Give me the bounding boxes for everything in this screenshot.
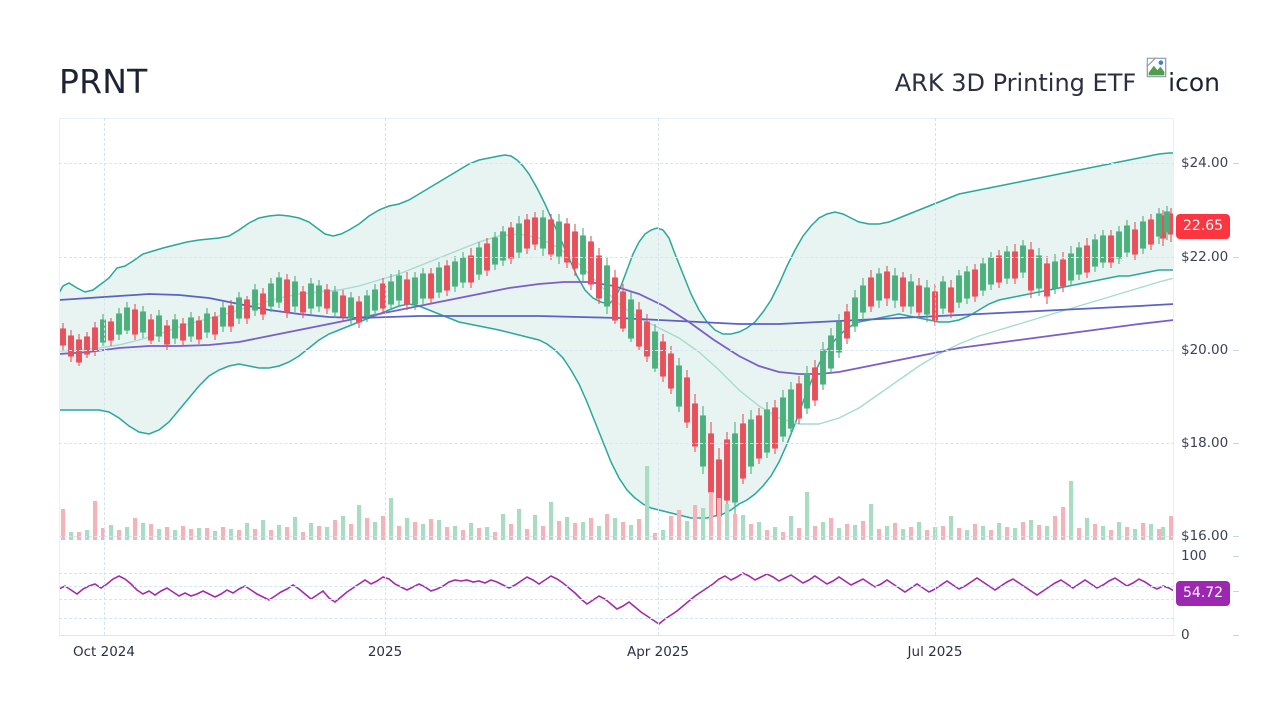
rsi-gridline bbox=[59, 618, 1174, 619]
date-axis-label: Apr 2025 bbox=[626, 644, 690, 660]
ticker-symbol: PRNT bbox=[59, 62, 148, 101]
chart-svg bbox=[59, 152, 1174, 625]
rsi-tick bbox=[1233, 556, 1239, 557]
price-axis-label: $20.00 bbox=[1181, 342, 1229, 358]
rsi-tick bbox=[1233, 635, 1239, 636]
current-rsi-badge[interactable]: 54.72 bbox=[1176, 581, 1231, 606]
plot-border bbox=[59, 118, 1174, 635]
rsi-axis-label: 100 bbox=[1181, 548, 1207, 564]
gridline-horizontal bbox=[59, 443, 1174, 444]
price-axis-label: $18.00 bbox=[1181, 435, 1229, 451]
fund-name: ARK 3D Printing ETF bbox=[894, 69, 1137, 97]
price-tick bbox=[1233, 350, 1239, 351]
volume-series bbox=[61, 466, 1174, 540]
price-axis-label: $22.00 bbox=[1181, 249, 1229, 265]
date-axis-label: 2025 bbox=[367, 644, 403, 660]
broken-image-alt-text: icon bbox=[1168, 68, 1220, 97]
gridline-vertical bbox=[935, 118, 936, 635]
broken-image-glyph bbox=[1146, 57, 1167, 78]
price-tick bbox=[1233, 257, 1239, 258]
price-tick bbox=[1233, 443, 1239, 444]
moving-average-line-long bbox=[59, 293, 1174, 325]
moving-average-line-mid bbox=[59, 281, 1174, 375]
bollinger-lower-band bbox=[59, 269, 1174, 519]
broken-image-icon: icon bbox=[1146, 57, 1220, 99]
gridline-horizontal bbox=[59, 536, 1174, 537]
date-axis-label: Jul 2025 bbox=[907, 644, 963, 660]
rsi-tick bbox=[1233, 591, 1239, 592]
rsi-gridline bbox=[59, 586, 1174, 587]
gridline-vertical bbox=[104, 118, 105, 635]
candlestick-series bbox=[60, 206, 1174, 524]
fund-header: ARK 3D Printing ETF icon bbox=[894, 57, 1220, 100]
bollinger-band-fill bbox=[59, 153, 1174, 518]
gridline-vertical bbox=[658, 118, 659, 635]
rsi-gridline bbox=[59, 599, 1174, 600]
chart-plot-area[interactable] bbox=[59, 118, 1239, 636]
rsi-gridline bbox=[59, 573, 1174, 574]
gridline-horizontal bbox=[59, 257, 1174, 258]
price-tick bbox=[1233, 536, 1239, 537]
price-tick bbox=[1233, 163, 1239, 164]
current-price-badge[interactable]: 22.65 bbox=[1176, 214, 1231, 239]
date-axis-label: Oct 2024 bbox=[73, 644, 135, 660]
price-axis-label: $24.00 bbox=[1181, 155, 1229, 171]
x-axis-line bbox=[59, 635, 1175, 636]
price-axis-label: $16.00 bbox=[1181, 528, 1229, 544]
rsi-axis-label: 0 bbox=[1181, 627, 1190, 643]
bollinger-upper-band bbox=[59, 152, 1174, 335]
gridline-horizontal bbox=[59, 350, 1174, 351]
gridline-vertical bbox=[385, 118, 386, 635]
gridline-horizontal bbox=[59, 163, 1174, 164]
